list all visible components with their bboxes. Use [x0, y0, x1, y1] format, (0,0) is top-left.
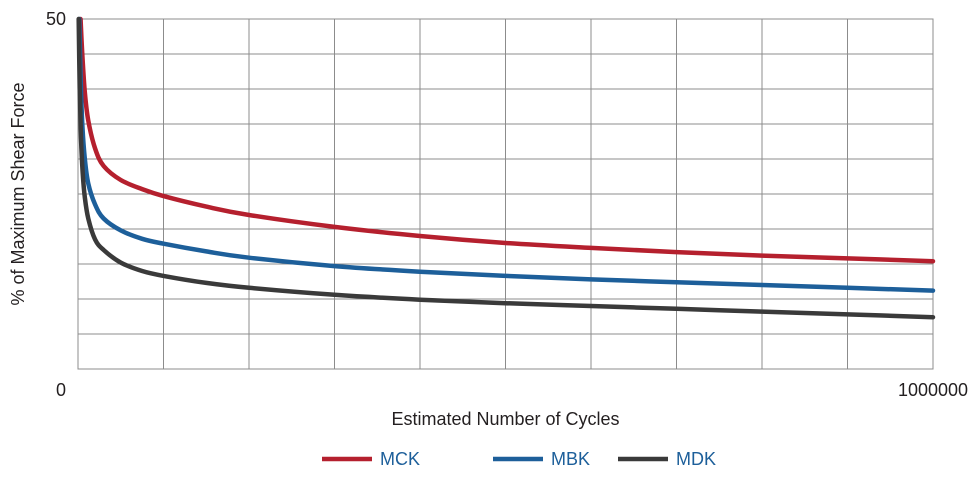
y-axis-title: % of Maximum Shear Force	[8, 82, 28, 305]
grid	[78, 19, 933, 369]
legend: MCK MBK MDK	[322, 449, 716, 469]
series-line-mbk	[77, 16, 936, 293]
plot-area-frame	[77, 18, 934, 370]
legend-label-mck: MCK	[380, 449, 420, 469]
x-axis-title: Estimated Number of Cycles	[391, 409, 619, 429]
series-line-mdk	[76, 16, 936, 320]
x-tick-label-end: 1000000	[898, 380, 968, 400]
y-tick-label-top: 50	[46, 9, 66, 29]
series-line-mck	[78, 16, 936, 264]
series-lines	[76, 16, 936, 320]
legend-label-mbk: MBK	[551, 449, 590, 469]
legend-label-mdk: MDK	[676, 449, 716, 469]
x-tick-label-start: 0	[56, 380, 66, 400]
